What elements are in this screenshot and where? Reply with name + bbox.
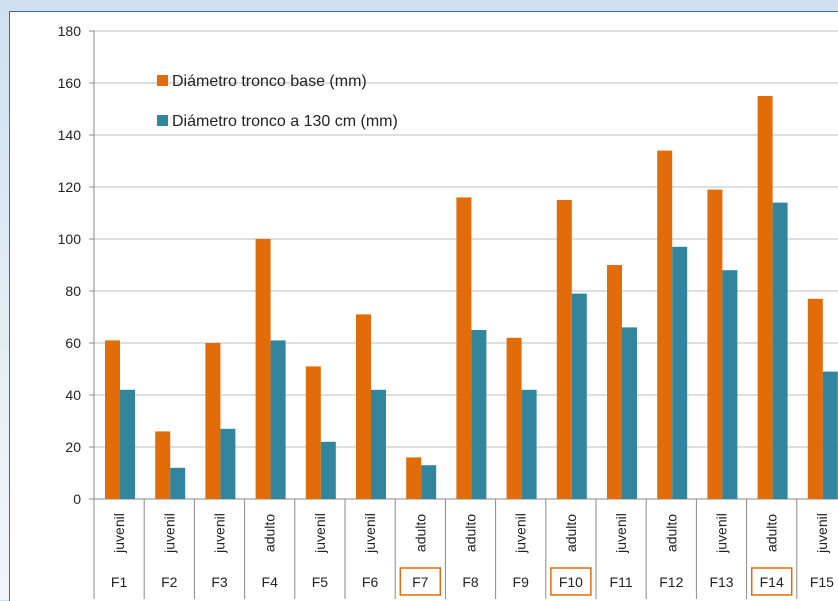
bar-base-f13 [707,189,723,499]
bar-base-f15 [807,298,823,499]
stage-label: juvenil [212,513,228,554]
bar-base-f3 [205,343,221,499]
bar-130cm-f3 [220,428,236,499]
category-label: F14 [760,574,784,590]
highlight-box [550,567,592,596]
bar-130cm-f12 [672,246,688,499]
bar-130cm-f6 [371,389,386,499]
bar-base-f9 [506,337,522,499]
legend-label: Diámetro tronco a 130 cm (mm) [172,113,398,130]
category-label: F4 [262,574,279,590]
category-label: F5 [312,574,329,590]
y-tick-label: 180 [58,23,82,39]
bar-130cm-f1 [120,389,135,499]
bar-base-f1 [105,340,120,499]
bar-130cm-f10 [571,293,587,499]
category-label: F11 [610,574,633,590]
bar-130cm-f7 [421,465,437,499]
stage-label: juvenil [814,513,830,554]
bar-base-f8 [456,197,472,499]
bar-base-f11 [607,265,622,499]
bar-130cm-f14 [772,202,788,499]
highlight-box [750,567,793,596]
bar-130cm-f4 [270,340,286,499]
stage-label: adulto [563,514,579,552]
stage-label: juvenil [161,513,177,554]
y-tick-label: 100 [58,231,82,247]
category-label: F10 [559,574,583,590]
bar-130cm-f2 [170,467,186,499]
stage-label: juvenil [312,513,328,554]
category-label: F1 [111,574,128,590]
category-label: F3 [211,574,228,590]
y-axis: 0 20 40 60 80 100 120 140 160 180 [58,23,838,507]
bar-130cm-f11 [622,327,637,499]
y-tick-label: 20 [65,439,81,455]
bar-130cm-f5 [320,441,336,499]
category-label: F13 [709,574,733,590]
legend-swatch [157,75,168,86]
bar-base-f4 [255,239,271,499]
y-tick-label: 80 [65,283,81,299]
stage-label: adulto [463,514,479,552]
bar-base-f7 [406,457,422,499]
stage-label: juvenil [111,513,127,554]
bar-base-f2 [155,431,171,499]
bar-base-f12 [657,150,673,499]
x-axis: juvenil F1 juvenil F2 juvenil F3 adulto F4 juven… [93,499,834,599]
stage-label: adulto [262,514,278,552]
stage-label: adulto [764,514,780,552]
bar-base-f6 [356,314,371,499]
category-label: F12 [659,574,683,590]
legend-swatch [157,115,168,126]
y-tick-label: 0 [73,491,81,507]
bar-base-f10 [556,200,572,499]
y-tick-label: 140 [58,127,82,143]
stage-label: juvenil [513,513,529,554]
y-tick-label: 120 [58,179,82,195]
stage-label: adulto [663,514,679,552]
bar-130cm-f15 [822,371,838,499]
stage-label: juvenil [362,513,378,554]
bar-130cm-f8 [471,330,487,499]
stage-label: adulto [412,514,428,552]
stage-label: juvenil [613,513,629,554]
bar-130cm-f9 [521,389,537,499]
category-label: F7 [412,574,429,590]
bar-base-f14 [757,96,773,499]
y-tick-label: 160 [58,75,82,91]
stage-label: juvenil [714,513,730,554]
category-label: F15 [810,574,834,590]
legend: Diámetro tronco base (mm) Diámetro tronco… [157,73,398,130]
category-label: F8 [462,574,479,590]
bar-base-f5 [305,366,321,499]
chart-frame: 0 20 40 60 80 100 120 140 160 180 juvenil F1 juveni… [9,11,838,601]
legend-label: Diámetro tronco base (mm) [172,73,367,90]
category-label: F9 [513,574,530,590]
bar-130cm-f13 [722,270,738,499]
category-label: F2 [161,574,178,590]
y-tick-label: 60 [65,335,81,351]
highlight-box [399,567,442,596]
y-tick-label: 40 [65,387,81,403]
category-label: F6 [362,574,379,590]
bars [105,96,838,499]
